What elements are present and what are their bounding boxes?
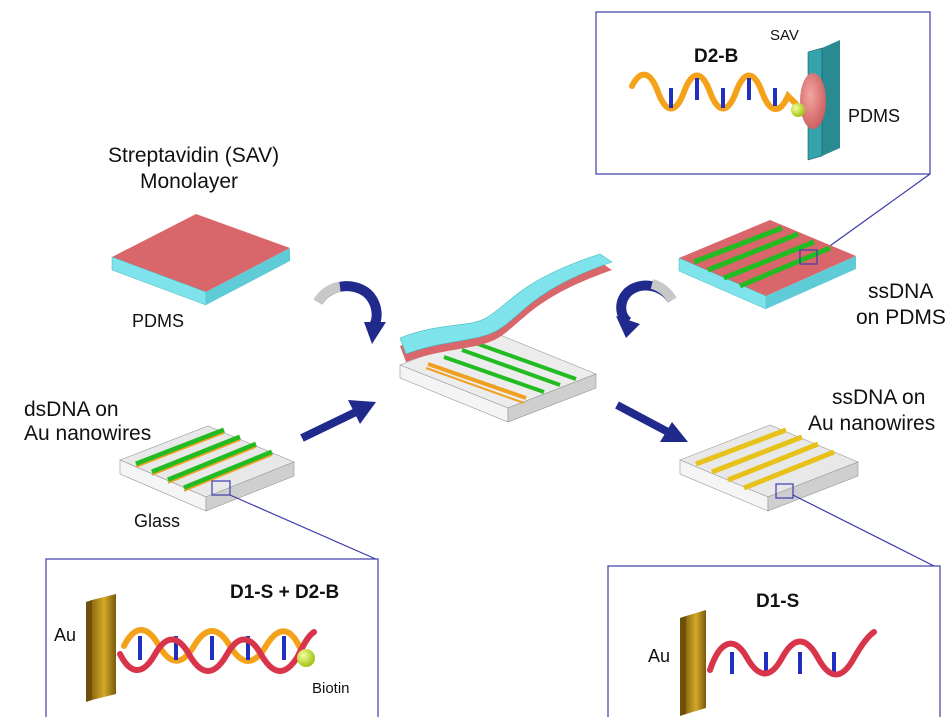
au-electrode-right-icon (680, 610, 706, 716)
inset-bottom-right: D1-S Au (607, 494, 941, 717)
dsdna-label-line2: Au nanowires (24, 422, 151, 445)
ssdna-d1s-helix-icon (707, 629, 877, 678)
callout-line-bottom-right (792, 494, 935, 567)
inset-bl-title: D1-S + D2-B (230, 582, 339, 603)
center-peel-assembly (399, 253, 613, 423)
center-stripes (425, 342, 577, 404)
pdms-label-left: PDMS (132, 311, 184, 331)
streptavidin-icon (800, 73, 826, 129)
flip-arrow-left-icon (313, 281, 386, 344)
zoom-square-dsdna (211, 480, 231, 496)
inset-bl-biotin-label: Biotin (312, 680, 350, 697)
sav-monolayer-label-line2: Monolayer (140, 170, 238, 193)
arrow-up-right-icon (300, 400, 376, 442)
zoom-square-pdms (799, 249, 818, 265)
sav-monolayer-label-line1: Streptavidin (SAV) (108, 144, 279, 167)
ssdna-pdms-block (678, 220, 856, 310)
callout-line-bottom-left (229, 494, 379, 561)
ssdna-pdms-label-line1: ssDNA (868, 280, 933, 303)
inset-top-title: D2-B (694, 46, 738, 67)
ssdna-au-label-line2: Au nanowires (808, 412, 935, 435)
zoom-square-ssdna-au (775, 483, 794, 499)
sav-pdms-block (111, 214, 290, 306)
inset-top-sav-label: SAV (770, 27, 799, 44)
inset-top-right: D2-B SAV PDMS (595, 11, 931, 254)
ssdna-pdms-label-line2: on PDMS (856, 306, 946, 329)
inset-br-au-label: Au (648, 646, 670, 666)
arrow-down-right-icon (615, 401, 688, 442)
inset-bottom-right-frame (607, 565, 941, 717)
ssdna-au-glass-block (679, 424, 859, 512)
inset-bl-au-label: Au (54, 625, 76, 645)
callout-line-top (819, 173, 931, 254)
au-electrode-left-icon (86, 594, 116, 702)
biotin-icon-bottom-left (297, 649, 315, 667)
inset-br-title: D1-S (756, 591, 799, 612)
dsdna-label-line1: dsDNA on (24, 398, 119, 421)
flip-arrow-right-icon (616, 279, 677, 338)
inset-bottom-left: D1-S + D2-B Au Biotin (45, 494, 379, 717)
ssdna-d2b-helix-icon (629, 71, 799, 112)
ssdna-au-label-line1: ssDNA on (832, 386, 925, 409)
glass-label: Glass (134, 511, 180, 531)
dsdna-glass-block (119, 425, 295, 512)
biotin-icon (791, 103, 805, 117)
inset-top-pdms-label: PDMS (848, 106, 900, 126)
